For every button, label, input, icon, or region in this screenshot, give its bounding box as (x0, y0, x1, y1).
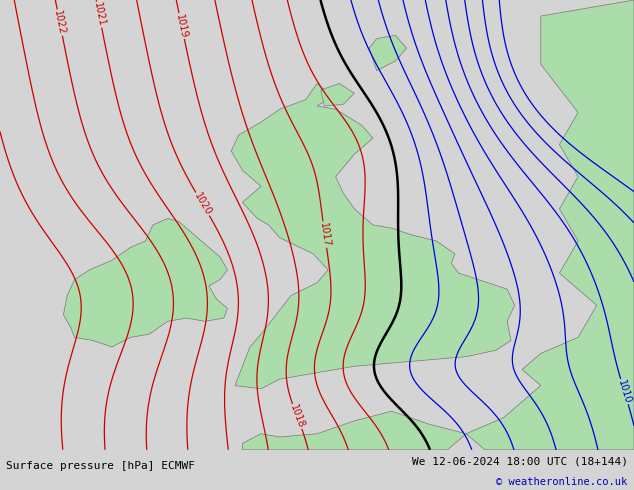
Text: 1010: 1010 (616, 379, 633, 405)
Polygon shape (321, 83, 354, 106)
Text: 1021: 1021 (92, 1, 107, 28)
Text: We 12-06-2024 18:00 UTC (18+144): We 12-06-2024 18:00 UTC (18+144) (411, 457, 628, 467)
Text: 1019: 1019 (174, 13, 189, 39)
Text: 1018: 1018 (288, 403, 306, 430)
Text: © weatheronline.co.uk: © weatheronline.co.uk (496, 477, 628, 487)
Polygon shape (231, 83, 515, 389)
Text: 1017: 1017 (318, 221, 332, 247)
Text: Surface pressure [hPa] ECMWF: Surface pressure [hPa] ECMWF (6, 461, 195, 471)
Polygon shape (63, 219, 228, 347)
Polygon shape (242, 411, 466, 450)
Text: 1020: 1020 (192, 191, 213, 217)
Polygon shape (369, 35, 406, 71)
Text: 1022: 1022 (53, 9, 67, 36)
Polygon shape (466, 0, 634, 450)
